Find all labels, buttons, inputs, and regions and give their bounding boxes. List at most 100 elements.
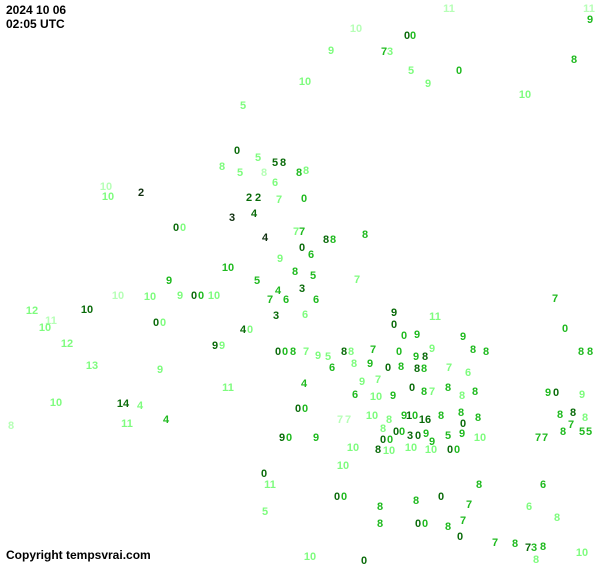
data-point: 8 (475, 412, 481, 424)
data-point: 0 (160, 317, 166, 329)
data-point: 0 (282, 346, 288, 358)
data-point: 4 (240, 324, 246, 336)
data-point: 7 (354, 274, 360, 286)
data-point: 9 (219, 340, 225, 352)
data-point: 8 (414, 363, 420, 375)
data-point: 0 (412, 410, 418, 422)
data-point: 0 (341, 491, 347, 503)
data-point: 0 (385, 362, 391, 374)
data-point: 7 (446, 362, 452, 374)
data-point: 0 (198, 290, 204, 302)
data-point: 10 (39, 322, 51, 334)
data-point: 3 (229, 212, 235, 224)
data-point: 8 (540, 541, 546, 553)
data-point: 9 (391, 307, 397, 319)
data-point: 10 (370, 391, 382, 403)
data-point: 10 (208, 290, 220, 302)
data-point: 6 (308, 249, 314, 261)
date-line: 2024 10 06 (6, 4, 66, 18)
data-point: 9 (157, 364, 163, 376)
data-point: 2 (246, 192, 252, 204)
data-point: 9 (414, 329, 420, 341)
data-point: 5 (579, 426, 585, 438)
data-point: 9 (545, 387, 551, 399)
data-point: 7 (460, 515, 466, 527)
data-point: 10 (222, 262, 234, 274)
data-point: 7 (466, 499, 472, 511)
data-point: 0 (295, 403, 301, 415)
data-point: 0 (415, 518, 421, 530)
data-point: 3 (531, 542, 537, 554)
time-line: 02:05 UTC (6, 18, 66, 32)
data-point: 7 (568, 419, 574, 431)
data-point: 0 (301, 193, 307, 205)
data-point: 5 (310, 270, 316, 282)
data-point: 0 (562, 323, 568, 335)
data-point: 8 (323, 234, 329, 246)
data-point: 8 (571, 54, 577, 66)
data-point: 4 (163, 414, 169, 426)
data-point: 4 (137, 400, 143, 412)
data-point: 7 (370, 344, 376, 356)
data-point: 3 (299, 283, 305, 295)
data-point: 7 (303, 346, 309, 358)
data-point: 8 (445, 382, 451, 394)
data-point: 3 (407, 430, 413, 442)
data-point: 10 (50, 397, 62, 409)
data-point: 5 (272, 157, 278, 169)
data-point: 9 (359, 376, 365, 388)
data-point: 6 (302, 309, 308, 321)
data-point: 10 (144, 291, 156, 303)
data-point: 9 (587, 14, 593, 26)
data-point: 5 (237, 167, 243, 179)
data-point: 8 (421, 386, 427, 398)
data-point: 6 (465, 367, 471, 379)
data-point: 0 (334, 491, 340, 503)
data-point: 0 (447, 444, 453, 456)
data-point: 8 (377, 518, 383, 530)
data-point: 8 (375, 444, 381, 456)
map-plot: 2024 10 06 02:05 UTC 1111910009738510095… (0, 0, 600, 568)
data-point: 6 (352, 389, 358, 401)
data-point: 11 (222, 382, 234, 394)
data-point: 6 (540, 479, 546, 491)
data-point: 7 (337, 414, 343, 426)
data-point: 10 (347, 442, 359, 454)
data-point: 8 (261, 167, 267, 179)
data-point: 0 (456, 65, 462, 77)
data-point: 10 (576, 547, 588, 559)
data-point: 8 (582, 412, 588, 424)
data-point: 0 (409, 382, 415, 394)
data-point: 8 (438, 410, 444, 422)
data-point: 7 (542, 432, 548, 444)
data-point: 8 (413, 495, 419, 507)
data-point: 0 (422, 518, 428, 530)
data-point: 8 (445, 521, 451, 533)
data-point: 7 (429, 386, 435, 398)
data-point: 4 (301, 378, 307, 390)
data-point: 14 (117, 398, 129, 410)
data-point: 0 (173, 222, 179, 234)
data-point: 8 (557, 409, 563, 421)
data-point: 10 (102, 191, 114, 203)
data-point: 0 (180, 222, 186, 234)
data-point: 9 (367, 358, 373, 370)
data-point: 0 (401, 330, 407, 342)
data-point: 5 (240, 100, 246, 112)
timestamp-header: 2024 10 06 02:05 UTC (6, 4, 66, 32)
data-point: 10 (304, 551, 316, 563)
data-point: 7 (535, 432, 541, 444)
data-point: 5 (255, 152, 261, 164)
data-point: 7 (345, 414, 351, 426)
data-point: 9 (212, 340, 218, 352)
data-point: 11 (429, 311, 441, 323)
data-point: 0 (438, 491, 444, 503)
copyright-footer: Copyright tempsvrai.com (6, 548, 151, 562)
data-point: 9 (390, 390, 396, 402)
data-point: 11 (121, 418, 133, 430)
data-point: 8 (512, 538, 518, 550)
data-point: 0 (247, 324, 253, 336)
data-point: 6 (526, 501, 532, 513)
data-point: 10 (474, 432, 486, 444)
data-point: 12 (61, 338, 73, 350)
